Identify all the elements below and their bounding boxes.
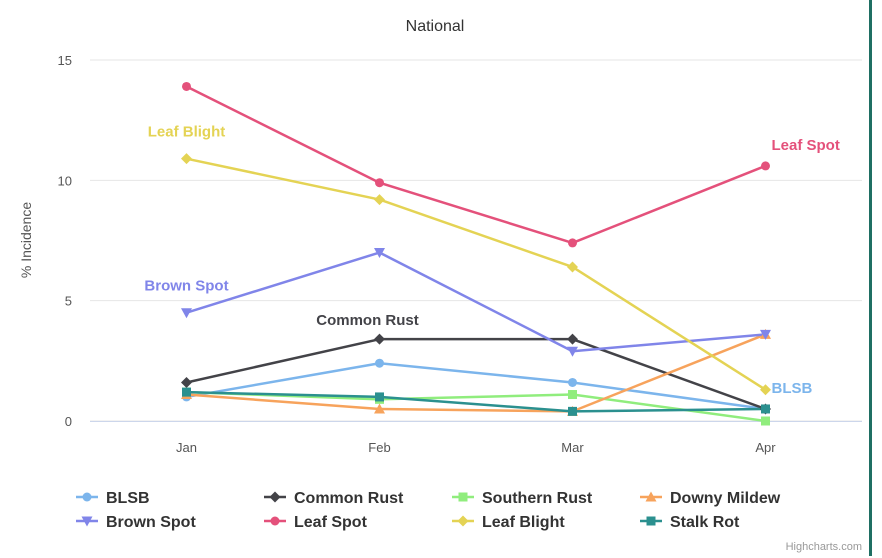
chart-title: National — [406, 18, 465, 35]
legend-symbol — [645, 491, 657, 502]
point-blsb[interactable] — [375, 358, 384, 368]
point-southern-rust[interactable] — [568, 390, 577, 400]
point-brown-spot[interactable] — [374, 248, 385, 259]
legend-label: Southern Rust — [482, 490, 593, 507]
point-brown-spot[interactable] — [760, 329, 771, 340]
series-line-brown-spot[interactable] — [186, 251, 766, 353]
point-brown-spot[interactable] — [567, 346, 578, 357]
series-line-stalk-rot[interactable] — [186, 390, 766, 413]
x-tick-label: Mar — [561, 440, 584, 455]
y-axis-title: % Incidence — [18, 202, 34, 278]
legend-symbol — [457, 515, 469, 527]
point-stalk-rot[interactable] — [182, 387, 191, 397]
legend-label: Common Rust — [294, 490, 404, 507]
x-tick-label: Feb — [368, 440, 390, 455]
legend-item-downy-mildew[interactable]: Downy Mildew — [640, 490, 781, 507]
point-brown-spot[interactable] — [181, 308, 192, 319]
point-leaf-spot[interactable] — [375, 178, 384, 188]
point-leaf-spot[interactable] — [182, 81, 191, 91]
legend-item-common-rust[interactable]: Common Rust — [264, 490, 404, 507]
legend-symbol — [458, 492, 468, 502]
y-axis-ticks: 0 5 10 15 — [58, 53, 72, 429]
legend-symbol — [269, 491, 281, 503]
series-markers — [181, 81, 771, 426]
data-label-blsb: BLSB — [772, 380, 813, 397]
legend-item-brown-spot[interactable]: Brown Spot — [76, 514, 196, 531]
credits-link[interactable]: Highcharts.com — [786, 541, 862, 553]
data-label-brown-spot: Brown Spot — [144, 278, 228, 295]
series-line-downy-mildew[interactable] — [186, 333, 766, 413]
legend-label: BLSB — [106, 490, 150, 507]
series-line-blsb[interactable] — [186, 361, 766, 411]
y-tick-label: 15 — [58, 53, 72, 68]
series-lines — [185, 85, 767, 423]
point-common-rust[interactable] — [567, 333, 578, 345]
data-label-common-rust: Common Rust — [316, 312, 419, 329]
point-leaf-spot[interactable] — [568, 238, 577, 248]
point-downy-mildew[interactable] — [374, 403, 385, 414]
point-stalk-rot[interactable] — [761, 404, 770, 414]
legend-item-blsb[interactable]: BLSB — [76, 490, 150, 507]
legend-item-southern-rust[interactable]: Southern Rust — [452, 490, 593, 507]
legend-label: Stalk Rot — [670, 514, 740, 531]
legend-symbol — [81, 516, 93, 527]
point-blsb[interactable] — [568, 377, 577, 387]
legend-symbol — [270, 516, 280, 526]
series-line-leaf-spot[interactable] — [185, 85, 766, 245]
legend-label: Leaf Spot — [294, 514, 368, 531]
point-southern-rust[interactable] — [761, 416, 770, 426]
point-common-rust[interactable] — [181, 376, 192, 388]
legend-item-stalk-rot[interactable]: Stalk Rot — [640, 514, 740, 531]
legend-label: Brown Spot — [106, 514, 196, 531]
point-leaf-spot[interactable] — [761, 161, 770, 171]
point-common-rust[interactable] — [374, 333, 385, 345]
point-leaf-blight[interactable] — [760, 384, 771, 396]
point-leaf-blight[interactable] — [181, 153, 192, 165]
legend-item-leaf-blight[interactable]: Leaf Blight — [452, 514, 565, 531]
legend-item-leaf-spot[interactable]: Leaf Spot — [264, 514, 368, 531]
data-labels: BLSB Common Rust Brown Spot Leaf Spot Leaf B… — [144, 124, 839, 397]
point-stalk-rot[interactable] — [568, 406, 577, 416]
point-leaf-blight[interactable] — [567, 261, 578, 273]
x-axis-ticks: Jan Feb Mar Apr — [176, 440, 776, 455]
x-tick-label: Jan — [176, 440, 197, 455]
point-leaf-blight[interactable] — [374, 194, 385, 206]
series-line-leaf-blight[interactable] — [186, 157, 767, 391]
legend-symbol — [646, 516, 656, 526]
point-stalk-rot[interactable] — [375, 392, 384, 402]
legend: BLSB Common Rust Southern Rust Downy Mildew… — [76, 490, 781, 531]
x-tick-label: Apr — [755, 440, 776, 455]
grid — [90, 59, 862, 422]
data-label-leaf-blight: Leaf Blight — [148, 124, 226, 141]
legend-label: Leaf Blight — [482, 514, 565, 531]
y-tick-label: 5 — [65, 294, 72, 309]
data-label-leaf-spot: Leaf Spot — [772, 137, 840, 154]
legend-label: Downy Mildew — [670, 490, 781, 507]
y-tick-label: 0 — [65, 414, 72, 429]
y-tick-label: 10 — [58, 173, 72, 188]
legend-symbol — [82, 492, 92, 502]
